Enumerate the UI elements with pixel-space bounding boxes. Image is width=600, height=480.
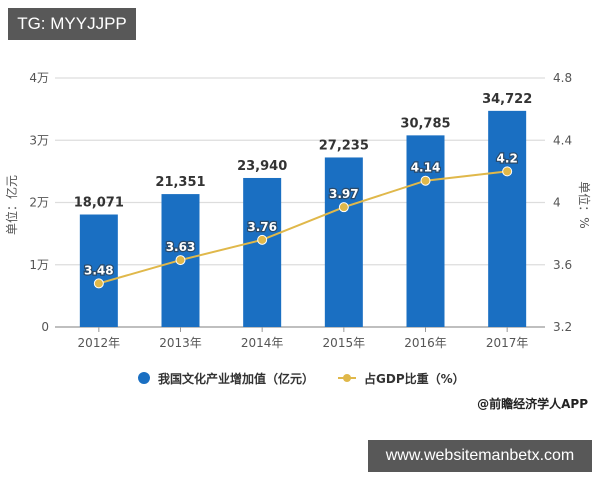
line-value-label: 3.76 — [247, 220, 277, 234]
bar-value-label: 27,235 — [319, 138, 369, 153]
line-value-label: 4.14 — [411, 161, 441, 175]
line-point[interactable] — [502, 166, 513, 177]
right-tick-label: 4.4 — [553, 133, 572, 147]
source-credit: @前瞻经济学人APP — [477, 397, 588, 411]
bar[interactable] — [406, 135, 445, 327]
line-marker-icon — [338, 374, 357, 382]
legend-item-line[interactable]: 占GDP比重（%） — [338, 370, 465, 387]
x-tick-label: 2014年 — [241, 336, 284, 350]
bottom-watermark-tag: www.websitemanbetx.com — [368, 440, 592, 472]
bar[interactable] — [243, 177, 282, 327]
line-value-label: 3.63 — [166, 240, 196, 254]
left-tick-label: 1万 — [29, 258, 49, 272]
line-value-label: 4.2 — [497, 151, 518, 165]
legend-label-line: 占GDP比重（%） — [364, 371, 465, 386]
legend-item-bar[interactable]: 我国文化产业增加值（亿元） — [138, 370, 314, 387]
line-point[interactable] — [338, 202, 349, 213]
circle-marker-icon — [138, 372, 150, 384]
bar-value-label: 23,940 — [237, 159, 287, 174]
right-tick-label: 4 — [553, 196, 561, 210]
line-point[interactable] — [93, 278, 104, 289]
bar-value-label: 34,722 — [482, 92, 532, 107]
right-tick-label: 3.2 — [553, 320, 572, 334]
line-point[interactable] — [420, 175, 431, 186]
left-tick-label: 2万 — [29, 196, 49, 210]
bar-value-label: 18,071 — [74, 196, 124, 211]
bar-series: 18,071 21,351 23,940 27,235 30,785 34,722 — [74, 92, 532, 327]
right-y-axis: 3.2 3.6 4 4.4 4.8 — [553, 71, 572, 334]
left-tick-label: 4万 — [29, 71, 49, 85]
bar-value-label: 30,785 — [400, 116, 450, 131]
bar[interactable] — [488, 110, 527, 327]
bar[interactable] — [324, 157, 363, 327]
line-value-label: 3.48 — [84, 263, 114, 277]
left-tick-label: 3万 — [29, 133, 49, 147]
line-point[interactable] — [257, 234, 268, 245]
bar-value-label: 21,351 — [155, 175, 205, 190]
x-tick-label: 2016年 — [404, 336, 447, 350]
right-axis-title: 单位：% — [577, 181, 592, 228]
gridlines — [55, 77, 545, 328]
left-tick-label: 0 — [41, 320, 49, 334]
left-y-axis: 0 1万 2万 3万 4万 — [29, 71, 49, 334]
x-tick-label: 2013年 — [159, 336, 202, 350]
line-value-label: 3.97 — [329, 187, 359, 201]
legend: 我国文化产业增加值（亿元） 占GDP比重（%） — [138, 368, 489, 388]
legend-label-bar: 我国文化产业增加值（亿元） — [158, 371, 315, 386]
x-tick-label: 2015年 — [323, 336, 366, 350]
line-point[interactable] — [175, 255, 186, 266]
right-tick-label: 3.6 — [553, 258, 572, 272]
top-watermark-tag: TG: MYYJJPP — [8, 8, 136, 40]
x-tick-label: 2017年 — [486, 336, 529, 350]
gdp-share-line — [98, 170, 508, 285]
line-series: 3.48 3.63 3.76 3.97 4.14 4.2 — [83, 150, 519, 289]
right-tick-label: 4.8 — [553, 71, 572, 85]
x-axis: 2012年 2013年 2014年 2015年 2016年 2017年 — [78, 327, 529, 350]
x-tick-label: 2012年 — [78, 336, 121, 350]
bar[interactable] — [79, 214, 118, 327]
left-axis-title: 单位：亿元 — [4, 175, 19, 235]
